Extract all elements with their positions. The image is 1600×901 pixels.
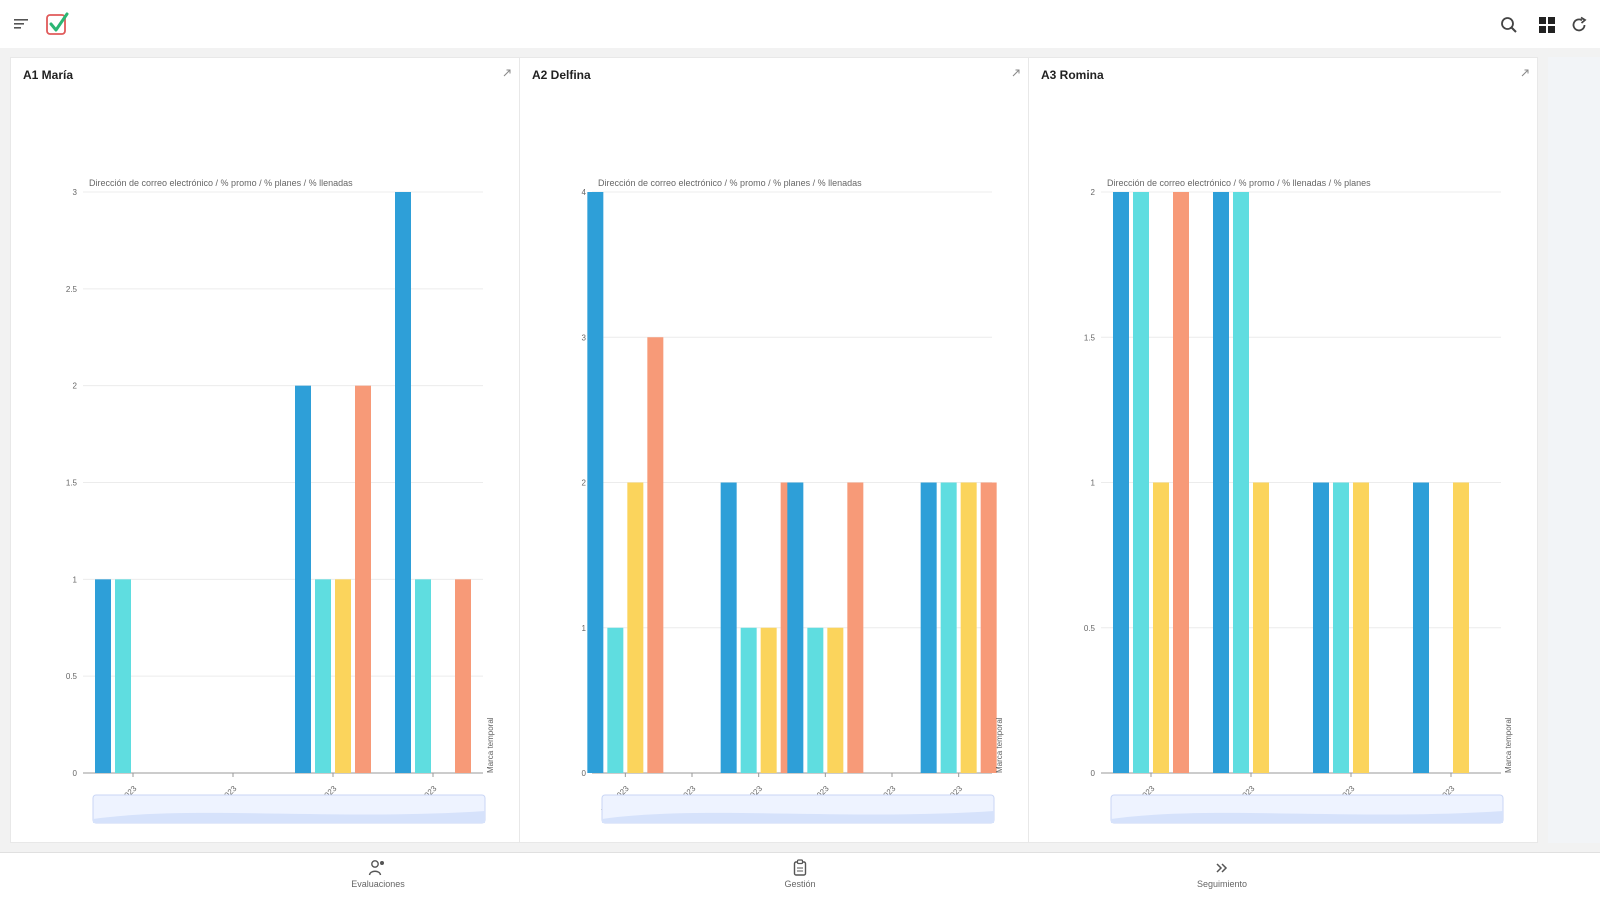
bar xyxy=(1413,482,1429,773)
app-logo-check-icon[interactable] xyxy=(44,10,70,38)
expand-icon[interactable] xyxy=(1519,66,1533,80)
bar xyxy=(847,482,864,773)
card-title: A3 Romina xyxy=(1041,68,1104,82)
bar xyxy=(960,482,977,773)
nav-gestion[interactable]: Gestión xyxy=(740,859,860,889)
bar xyxy=(95,579,111,773)
bar xyxy=(1253,482,1269,773)
clipboard-icon xyxy=(793,859,807,876)
expand-icon[interactable] xyxy=(501,66,515,80)
bar xyxy=(940,482,957,773)
y-tick-label: 2.5 xyxy=(66,285,78,294)
bar xyxy=(647,337,664,773)
chart-subtitle: Dirección de correo electrónico / % prom… xyxy=(598,178,862,188)
y-tick-label: 2 xyxy=(73,382,78,391)
zoom-slider-preview xyxy=(93,811,485,823)
y-tick-label: 1 xyxy=(582,624,587,633)
bar xyxy=(315,579,331,773)
menu-icon[interactable] xyxy=(12,14,32,34)
y-tick-label: 1.5 xyxy=(1084,333,1096,342)
nav-label: Gestión xyxy=(784,879,816,889)
chart-subtitle: Dirección de correo electrónico / % prom… xyxy=(89,178,353,188)
bar xyxy=(355,385,371,773)
bar xyxy=(395,192,411,773)
y-tick-label: 3 xyxy=(73,188,78,197)
bar xyxy=(1233,192,1249,773)
side-axis-label: Marca temporal xyxy=(486,717,495,773)
card-title: A1 María xyxy=(23,68,74,82)
bar xyxy=(807,627,824,773)
y-tick-label: 0.5 xyxy=(66,672,78,681)
card-title: A2 Delfina xyxy=(532,68,591,82)
side-axis-label: Marca temporal xyxy=(995,717,1004,773)
search-icon[interactable] xyxy=(1498,14,1520,36)
bar xyxy=(720,482,737,773)
y-tick-label: 1 xyxy=(1091,479,1096,488)
nav-label: Seguimiento xyxy=(1196,879,1248,889)
bar xyxy=(740,627,757,773)
bar xyxy=(1453,482,1469,773)
bar xyxy=(787,482,804,773)
chart-card-a1: A1 María Dirección de correo electrónico… xyxy=(10,57,520,843)
nav-label: Evaluaciones xyxy=(351,879,405,889)
bar xyxy=(920,482,937,773)
bar-chart: Dirección de correo electrónico / % prom… xyxy=(66,178,495,824)
bar xyxy=(1153,482,1169,773)
y-tick-label: 2 xyxy=(1091,188,1096,197)
right-gutter xyxy=(1548,57,1600,843)
users-add-icon xyxy=(368,860,384,876)
y-tick-label: 1.5 xyxy=(66,479,78,488)
nav-evaluaciones[interactable]: Evaluaciones xyxy=(318,859,438,889)
zoom-slider-preview xyxy=(1111,811,1503,823)
dashboard-area: A1 María Dirección de correo electrónico… xyxy=(0,48,1600,852)
y-tick-label: 0 xyxy=(582,769,587,778)
y-tick-label: 1 xyxy=(73,575,78,584)
bottom-navigation: Evaluaciones Gestión Seguimiento xyxy=(0,852,1600,901)
bar xyxy=(760,627,777,773)
bar xyxy=(1113,192,1129,773)
bar xyxy=(115,579,131,773)
bar xyxy=(1333,482,1349,773)
bar xyxy=(1353,482,1369,773)
top-bar xyxy=(0,0,1600,48)
refresh-icon[interactable] xyxy=(1568,14,1590,36)
bar xyxy=(415,579,431,773)
bar xyxy=(607,627,624,773)
bar xyxy=(827,627,844,773)
y-tick-label: 2 xyxy=(582,479,587,488)
bar xyxy=(1173,192,1189,773)
y-tick-label: 0 xyxy=(73,769,78,778)
chart-subtitle: Dirección de correo electrónico / % prom… xyxy=(1107,178,1371,188)
bar xyxy=(1313,482,1329,773)
bar-chart: Dirección de correo electrónico / % prom… xyxy=(1084,178,1513,824)
chart-card-a3: A3 Romina Dirección de correo electrónic… xyxy=(1028,57,1538,843)
y-tick-label: 0 xyxy=(1091,769,1096,778)
bar xyxy=(980,482,997,773)
y-tick-label: 0.5 xyxy=(1084,624,1096,633)
bar xyxy=(1133,192,1149,773)
y-tick-label: 4 xyxy=(582,188,587,197)
bar xyxy=(335,579,351,773)
chart-card-a2: A2 Delfina Dirección de correo electróni… xyxy=(519,57,1029,843)
bar xyxy=(1213,192,1229,773)
bar xyxy=(295,385,311,773)
side-axis-label: Marca temporal xyxy=(1504,717,1513,773)
zoom-slider-preview xyxy=(602,811,994,823)
bar xyxy=(455,579,471,773)
expand-icon[interactable] xyxy=(1010,66,1024,80)
grid-icon[interactable] xyxy=(1536,14,1558,36)
nav-seguimiento[interactable]: Seguimiento xyxy=(1162,859,1282,889)
y-tick-label: 3 xyxy=(582,333,587,342)
double-chevron-right-icon xyxy=(1216,863,1228,873)
bar xyxy=(587,192,604,773)
bar-chart: Dirección de correo electrónico / % prom… xyxy=(582,178,1004,824)
bar xyxy=(627,482,644,773)
